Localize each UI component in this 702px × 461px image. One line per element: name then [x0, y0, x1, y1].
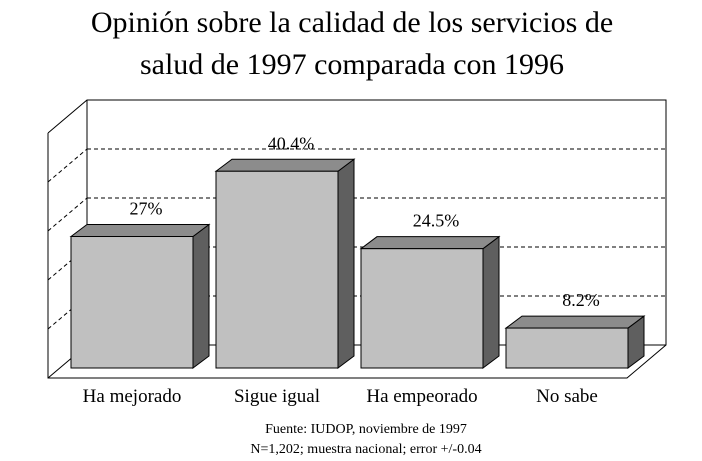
grid-line [47, 197, 88, 232]
bar [215, 170, 339, 369]
x-tick-label: No sabe [536, 386, 598, 407]
bar-side [337, 158, 355, 369]
bar-side [482, 235, 500, 369]
bar-top [69, 224, 211, 238]
bar-side [192, 223, 210, 369]
x-tick-label: Ha mejorado [83, 386, 182, 407]
bar [70, 236, 194, 369]
bar-top [214, 158, 356, 172]
note: N=1,202; muestra nacional; error +/-0.04 [250, 442, 481, 457]
bar [360, 248, 484, 369]
x-tick-label: Ha empeorado [366, 386, 477, 407]
x-tick-label: Sigue igual [234, 386, 320, 407]
value-label: 8.2% [562, 290, 600, 310]
value-label: 40.4% [268, 133, 315, 153]
grid-line [47, 148, 88, 183]
value-label: 27% [130, 199, 163, 219]
bar-top [359, 236, 501, 250]
bar-top [504, 315, 646, 329]
chart-title: Opinión sobre la calidad de los servicio… [90, 6, 614, 81]
bar [505, 327, 629, 369]
value-label: 24.5% [413, 211, 460, 231]
source: Fuente: IUDOP, noviembre de 1997 [265, 422, 467, 437]
